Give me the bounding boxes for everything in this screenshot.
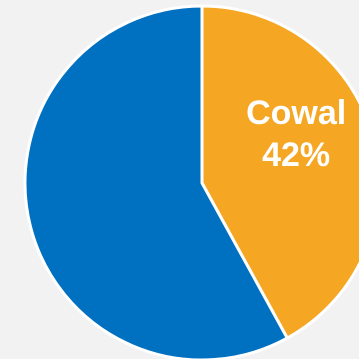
pie-slice-other <box>23 4 289 359</box>
slice-label-name: Cowal <box>246 94 346 132</box>
slice-label-value: 42% <box>262 136 330 174</box>
pie-slices <box>23 4 359 359</box>
pie-labels: Cowal 42% <box>246 94 346 174</box>
pie-slice-cowal <box>200 4 359 340</box>
